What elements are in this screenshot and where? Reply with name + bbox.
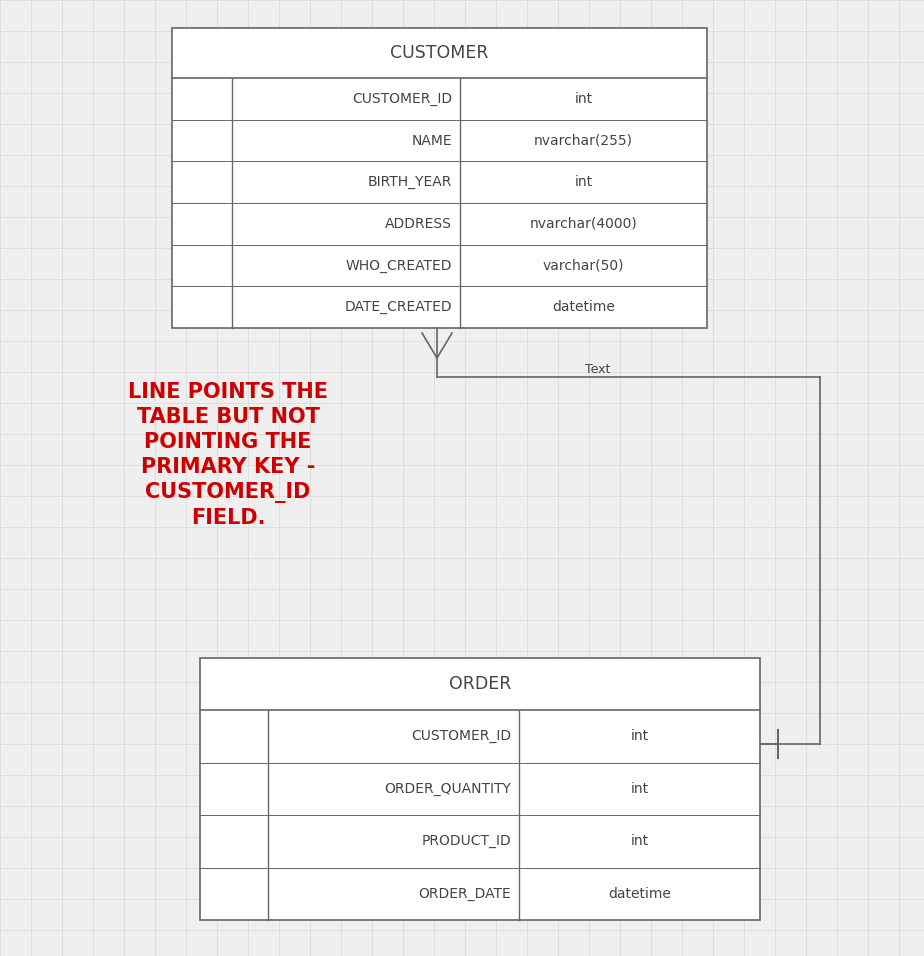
Text: nvarchar(255): nvarchar(255) — [534, 134, 633, 147]
Text: DATE_CREATED: DATE_CREATED — [345, 300, 452, 315]
Bar — [200, 658, 760, 920]
Text: nvarchar(4000): nvarchar(4000) — [529, 217, 638, 230]
Text: int: int — [630, 835, 649, 848]
Bar — [172, 28, 707, 328]
Text: CUSTOMER: CUSTOMER — [390, 44, 489, 62]
Text: int: int — [630, 782, 649, 795]
Text: ORDER_DATE: ORDER_DATE — [419, 887, 511, 901]
Text: PRODUCT_ID: PRODUCT_ID — [421, 835, 511, 848]
Text: NAME: NAME — [411, 134, 452, 147]
Text: int: int — [575, 175, 592, 189]
Text: ORDER: ORDER — [449, 675, 511, 693]
Text: datetime: datetime — [608, 887, 671, 901]
Text: varchar(50): varchar(50) — [542, 258, 625, 272]
Text: ADDRESS: ADDRESS — [385, 217, 452, 230]
Text: LINE POINTS THE
TABLE BUT NOT
POINTING THE
PRIMARY KEY -
CUSTOMER_ID
FIELD.: LINE POINTS THE TABLE BUT NOT POINTING T… — [128, 382, 328, 528]
Text: datetime: datetime — [552, 300, 615, 315]
Text: CUSTOMER_ID: CUSTOMER_ID — [411, 729, 511, 743]
Text: CUSTOMER_ID: CUSTOMER_ID — [352, 92, 452, 106]
Text: int: int — [630, 729, 649, 743]
Text: int: int — [575, 92, 592, 106]
Text: BIRTH_YEAR: BIRTH_YEAR — [368, 175, 452, 189]
Text: ORDER_QUANTITY: ORDER_QUANTITY — [384, 782, 511, 795]
Text: WHO_CREATED: WHO_CREATED — [346, 258, 452, 272]
Text: Text: Text — [585, 363, 611, 376]
